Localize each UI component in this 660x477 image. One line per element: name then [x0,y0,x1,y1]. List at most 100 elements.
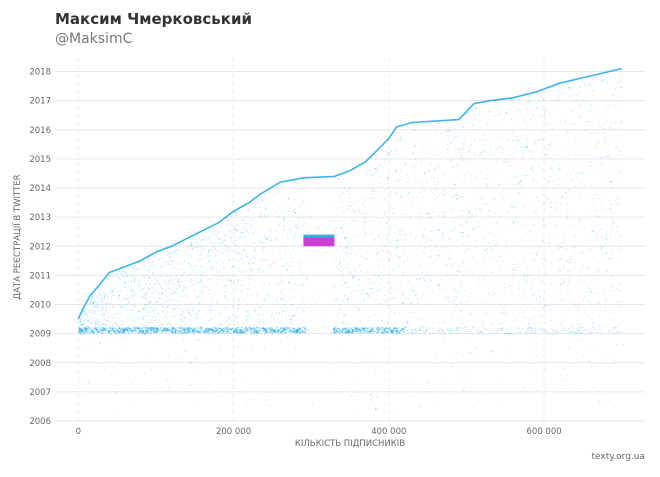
data-point [155,282,157,284]
data-point [475,333,477,335]
data-point [283,265,285,267]
data-point [397,240,399,242]
data-point [294,203,296,205]
data-point [523,387,525,389]
data-point [216,237,218,239]
data-point [580,326,582,328]
data-point [444,190,446,192]
data-point [335,314,337,316]
data-point [458,317,460,319]
data-point [411,287,413,289]
data-point [588,361,590,363]
data-point [525,225,527,228]
data-point [118,294,120,297]
data-point [263,216,265,219]
data-point [253,257,256,259]
data-point [503,287,505,289]
data-point [390,149,392,151]
data-point [541,193,543,196]
data-point [534,211,536,213]
data-point [179,263,181,265]
data-point [214,248,216,250]
data-point [545,367,547,369]
data-point [296,226,298,229]
data-point [605,326,607,329]
data-point [194,247,196,249]
data-point [129,265,131,268]
data-point [501,151,503,153]
data-point [197,322,199,324]
data-point [292,257,295,259]
data-point [194,247,196,249]
data-point [250,398,252,400]
data-point [606,105,608,107]
data-point [403,331,405,333]
data-point [332,328,334,330]
data-point [205,323,207,325]
data-point [220,301,222,303]
data-point [246,318,248,321]
data-point [144,326,147,328]
data-point [373,273,375,275]
data-point [459,272,461,274]
data-point [164,281,166,283]
data-point [549,245,551,247]
data-point [364,227,366,229]
data-point [99,342,101,344]
data-point [108,330,111,332]
data-point [376,307,378,309]
data-point [560,203,563,205]
data-point [453,288,455,290]
data-point [555,209,557,211]
data-point [423,279,425,281]
data-point [499,401,501,403]
data-point [542,138,544,140]
data-point [93,331,95,333]
data-point [610,319,612,321]
data-point [481,279,483,281]
data-point [428,295,430,297]
data-point [436,121,439,123]
data-point [466,112,469,114]
data-point [519,332,521,334]
data-point [86,319,88,321]
data-point [223,248,225,250]
data-point [119,290,121,292]
data-point [550,143,552,145]
data-point [244,299,246,301]
data-point [523,387,525,389]
data-point [559,178,561,180]
data-point [453,229,455,231]
data-point [205,296,207,298]
data-point [338,263,341,265]
data-point [543,328,545,330]
data-point [484,203,486,205]
data-point [357,280,359,282]
data-point [613,218,615,220]
data-point [213,277,215,279]
data-point [354,276,356,278]
data-point [403,302,405,304]
data-point [420,277,422,279]
data-point [555,331,557,333]
data-point [103,315,105,317]
data-point [214,332,216,334]
data-point [196,250,198,252]
data-point [144,372,147,374]
data-point [418,217,420,219]
data-point [524,106,526,108]
data-point [280,325,282,327]
data-point [460,224,462,226]
data-point [403,216,405,218]
data-point [112,290,114,292]
data-point [270,230,272,232]
data-point [285,326,287,328]
data-point [297,236,300,238]
data-point [215,330,217,332]
data-point [253,254,255,256]
data-point [171,255,173,257]
data-point [549,214,551,216]
data-point [416,228,418,230]
data-point [590,301,592,303]
data-point [619,96,621,98]
